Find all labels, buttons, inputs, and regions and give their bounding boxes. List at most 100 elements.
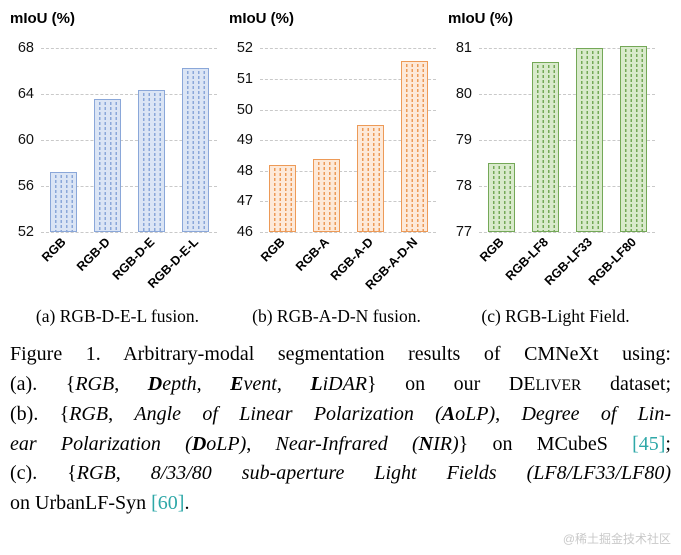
caption-text: LIVER [535,376,582,394]
caption-text: . [184,491,190,514]
caption-line: (c). {RGB, 8/33/80 sub-aperture Light Fi… [10,459,671,489]
y-tick-label: 52 [17,224,34,240]
caption-text: , [108,403,135,425]
y-tick-label: 77 [455,224,472,240]
caption-text: ear Polarization ( [10,432,192,455]
y-axis-title: mIoU (%) [448,10,513,27]
x-category-label: RGB-A [293,235,332,274]
citation-link[interactable]: [45] [632,432,666,455]
x-axis-labels: RGB RGB-A RGB-A-D RGB-A-D-N [258,232,436,306]
gridline [479,48,655,50]
y-tick-label: 47 [236,193,253,210]
x-category-label: RGB-D [74,235,113,274]
caption-text: , [115,462,151,484]
caption-text: , [495,403,522,425]
caption-text: Angle of Linear Polarization ( [134,403,442,425]
bar-rgb-d [93,98,121,232]
y-tick-label: 51 [236,70,253,87]
x-category-label: RGB [477,235,507,265]
caption-text: , [276,372,311,395]
y-axis: 52 56 60 64 68 [8,40,41,240]
citation-link[interactable]: [60] [151,491,185,514]
caption-text: dataset; [581,372,672,395]
caption-text: A [441,403,456,425]
caption-text: ; [665,432,671,455]
caption-text: iDAR [322,372,368,395]
caption-text: Degree of Lin- [521,403,672,425]
caption-text: 8/33/80 sub-aperture Light Fields (LF8/L… [150,462,672,484]
y-tick-label: 79 [455,132,472,149]
gridline [260,170,436,172]
bar-rgb [49,172,77,232]
gridline [41,140,217,142]
caption-text: , [196,372,231,395]
caption-text: RGB [69,403,109,425]
x-category-label: RGB [39,235,69,265]
caption-text: vent [243,372,277,395]
charts-row: mIoU (%) 52 56 60 64 68 RGB RGB-D RGB-D-E RGB-D… [8,10,655,306]
gridline [260,48,436,50]
y-tick-label: 80 [455,86,472,103]
watermark: @稀土掘金技术社区 [562,532,671,546]
chart-body: 52 56 60 64 68 [8,40,227,240]
y-tick-label: 68 [17,40,34,57]
gridline [41,94,217,96]
caption-text: , [114,372,148,395]
y-tick-label: 56 [17,178,34,195]
caption-line: ear Polarization (DoLP), Near-Infrared (… [10,430,671,460]
caption-text: epth [162,372,197,395]
gridline [260,109,436,111]
gridline [479,140,655,142]
gridline [260,232,436,233]
y-axis: 77 78 79 80 81 [446,40,479,240]
chart-body: 46 47 48 49 50 51 52 [227,40,446,240]
gridline [479,232,655,233]
subcaptions-row: (a) RGB-D-E-L fusion. (b) RGB-A-D-N fusi… [0,306,681,327]
gridline [479,94,655,96]
bar-rgb [268,164,296,232]
caption-text: (b). { [10,403,70,425]
gridline [41,232,217,233]
caption-text: Near-Infrared ( [275,432,419,455]
caption-text: } on our [367,372,509,395]
subcaption-c: (c) RGB-Light Field. [481,306,630,326]
y-tick-label: 49 [236,132,253,149]
gridline [479,186,655,188]
caption-line: (b). {RGB, Angle of Linear Polarization … [10,400,671,430]
chart-panel-rgb-adn-fusion: mIoU (%) 46 47 48 49 50 51 52 RGB RGB-A RGB-A-D R… [227,10,446,306]
caption-text: (c). { [10,462,77,484]
caption-text: on UrbanLF-Syn [10,491,152,514]
bar-rgb-a-d-n [400,60,428,232]
gridline [260,201,436,203]
caption-line: on UrbanLF-Syn [60]. [10,489,671,519]
caption-text: (a). { [10,372,76,395]
bar-rgb-lf8 [531,62,559,232]
caption-text: oLP) [455,403,496,425]
caption-line: Figure 1. Arbitrary-modal segmentation r… [10,340,671,370]
plot-area [260,40,436,233]
figure-caption: Figure 1. Arbitrary-modal segmentation r… [10,340,671,518]
bar-rgb-lf80 [619,45,647,232]
gridline [41,48,217,50]
y-tick-label: 81 [455,40,472,57]
y-tick-label: 48 [236,162,253,179]
gridline [41,186,217,188]
subcaption-b: (b) RGB-A-D-N fusion. [252,306,421,326]
caption-text: } on MCubeS [458,432,633,455]
x-axis-labels: RGB RGB-LF8 RGB-LF33 RGB-LF80 [477,232,655,306]
chart-panel-rgb-del-fusion: mIoU (%) 52 56 60 64 68 RGB RGB-D RGB-D-E RGB-D… [8,10,227,306]
y-tick-label: 60 [17,132,34,149]
y-tick-label: 50 [236,101,253,118]
y-tick-label: 78 [455,178,472,195]
y-axis-title: mIoU (%) [10,10,75,27]
x-category-label: RGB [258,235,288,265]
plot-area [479,40,655,233]
x-axis-labels: RGB RGB-D RGB-D-E RGB-D-E-L [39,232,217,306]
bar-rgb-a-d [356,124,384,232]
caption-text: RGB [75,372,115,395]
caption-text: D [147,372,163,395]
y-tick-label: 46 [236,224,253,240]
y-axis-title: mIoU (%) [229,10,294,27]
caption-text: D [191,432,207,455]
caption-text: , [246,432,276,455]
